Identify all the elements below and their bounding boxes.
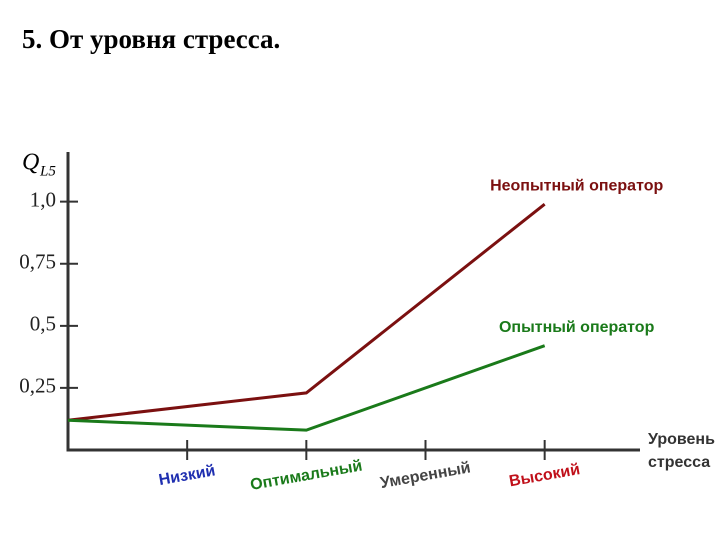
x-tick-label: Умеренный bbox=[379, 459, 472, 492]
y-axis-label-sub: L5 bbox=[39, 163, 56, 179]
x-axis-label: стресса bbox=[648, 454, 710, 471]
x-axis-label: Уровень bbox=[648, 431, 715, 448]
slide-title: 5. От уровня стресса. bbox=[22, 24, 280, 54]
series-line bbox=[67, 344, 546, 432]
y-tick-label: 0,75 bbox=[19, 250, 56, 274]
x-tick-label: Оптимальный bbox=[249, 458, 364, 494]
series-line bbox=[67, 202, 546, 422]
y-tick-label: 1,0 bbox=[30, 187, 56, 211]
x-tick-label: Низкий bbox=[158, 462, 217, 489]
y-tick-label: 0,25 bbox=[19, 374, 56, 398]
y-axis-label: Q bbox=[22, 150, 39, 176]
legend-label: Неопытный оператор bbox=[490, 177, 663, 194]
legend-label: Опытный оператор bbox=[499, 319, 655, 336]
y-tick-label: 0,5 bbox=[30, 312, 56, 336]
x-tick-label: Высокий bbox=[508, 461, 581, 490]
